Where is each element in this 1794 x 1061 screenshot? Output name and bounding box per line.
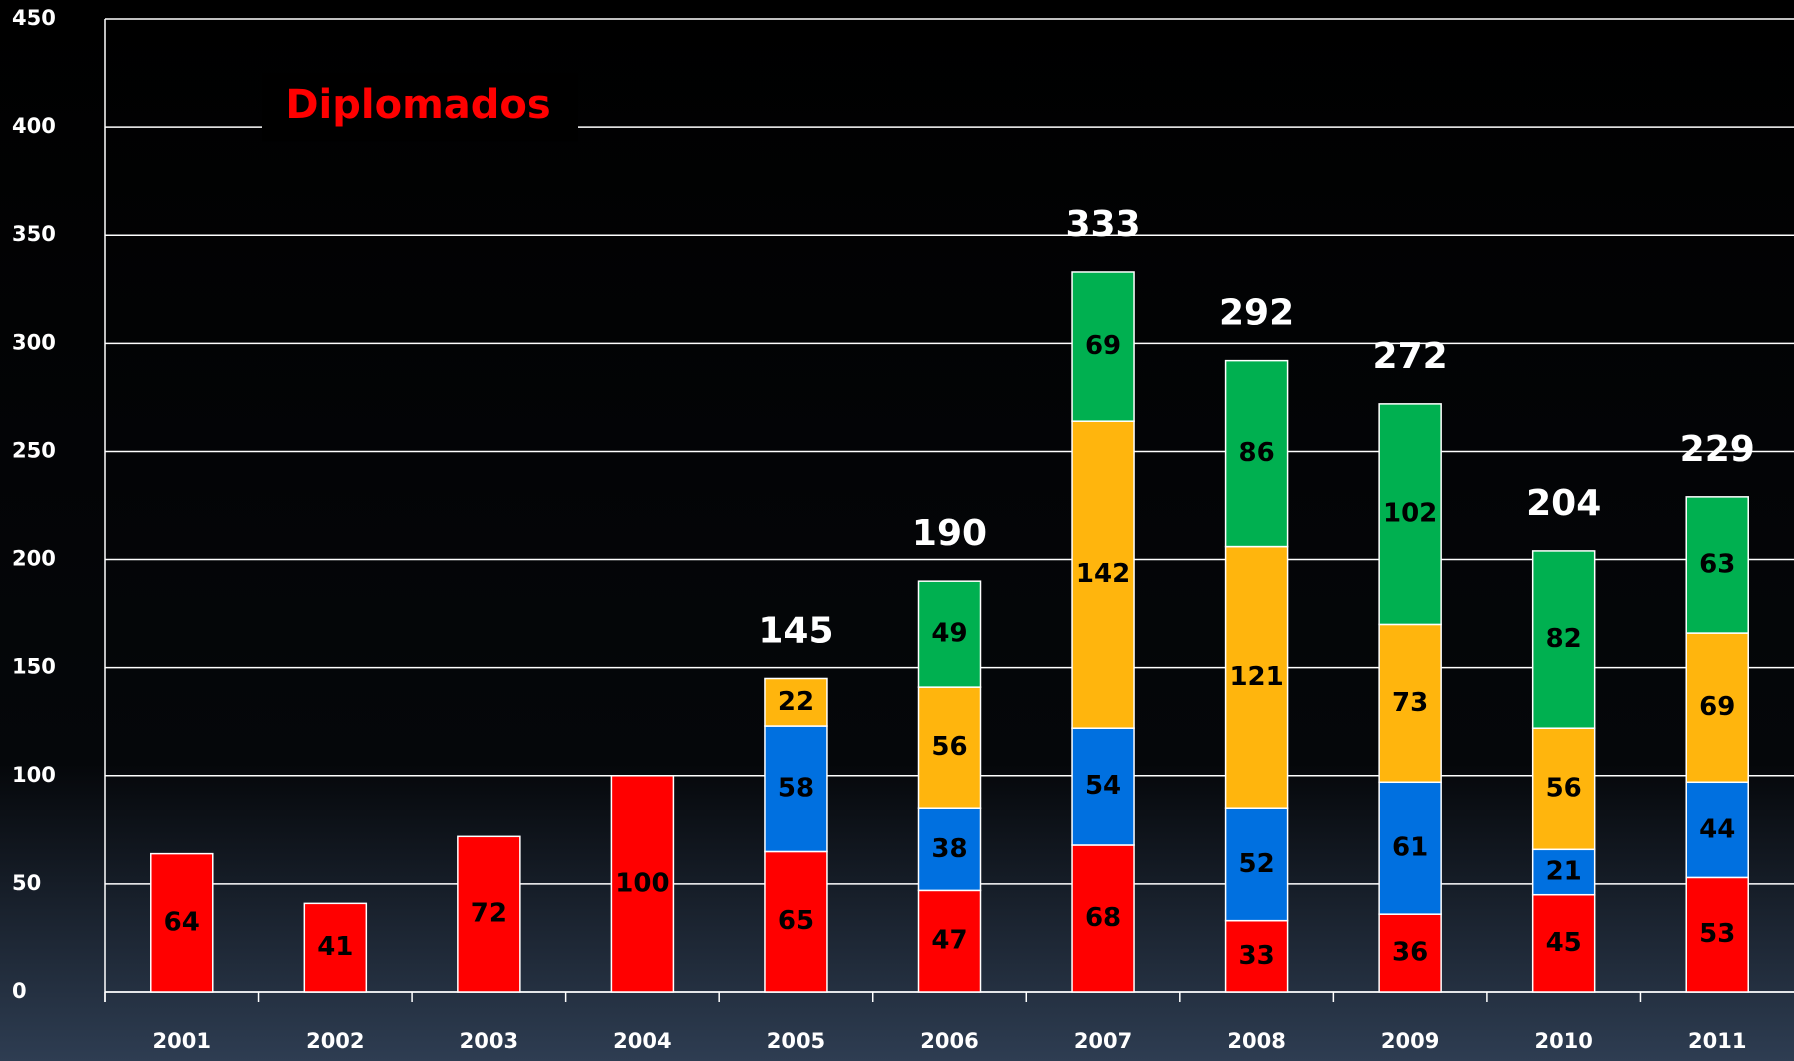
bar-segment [150,852,214,993]
total-label: 229 [1680,429,1755,470]
bar-segment [1224,807,1289,922]
y-tick-label: 300 [12,330,56,354]
data-label: 86 [1238,438,1274,468]
x-tick-label: 2009 [1381,1029,1439,1053]
data-label: 64 [164,907,200,937]
total-label: 190 [912,513,987,554]
data-label: 53 [1699,919,1735,949]
data-label: 33 [1238,941,1274,971]
bar-segment [303,902,368,993]
bar-segment [917,580,982,688]
data-label: 69 [1699,692,1735,722]
bar-segment [1071,727,1135,846]
bar-segment [610,775,675,993]
data-label: 52 [1238,849,1274,879]
y-tick-label: 450 [12,6,56,30]
x-tick-label: 2010 [1534,1029,1592,1053]
data-label: 102 [1383,499,1437,529]
bar-segment [1685,632,1749,784]
bar-segment [1378,913,1442,993]
data-label: 68 [1085,903,1121,933]
data-label: 73 [1392,688,1428,718]
data-label: 56 [1546,773,1582,803]
data-label: 36 [1392,938,1428,968]
bar-segment [1685,781,1749,879]
total-label: 272 [1373,336,1448,377]
bar-segment [1071,271,1135,422]
bar-segment [457,835,521,993]
x-tick-label: 2005 [767,1029,825,1053]
bar-segment [1531,893,1596,993]
x-tick-label: 2001 [153,1029,211,1053]
data-label: 58 [778,773,814,803]
bar-segment [1378,623,1442,784]
bar-segment [764,725,828,853]
data-label: 142 [1076,559,1130,589]
bar-segment [1378,781,1442,915]
bar-segment [1685,876,1749,993]
x-tick-label: 2003 [460,1029,518,1053]
x-tick-label: 2007 [1074,1029,1132,1053]
data-label: 121 [1229,662,1283,692]
data-label: 63 [1699,549,1735,579]
bar-segment [917,686,982,809]
bar-segment [1531,550,1596,729]
total-label: 333 [1065,204,1140,245]
y-tick-label: 150 [12,655,56,679]
y-tick-label: 250 [12,438,56,462]
x-tick-label: 2006 [920,1029,978,1053]
data-label: 21 [1546,856,1582,886]
total-label: 204 [1526,483,1601,524]
y-tick-label: 100 [12,763,56,787]
total-label: 145 [758,610,833,651]
bar-segment [1685,496,1749,634]
data-label: 38 [931,834,967,864]
bar-segment [917,889,982,993]
x-tick-label: 2011 [1688,1029,1746,1053]
data-label: 100 [615,868,669,898]
data-label: 72 [471,899,507,929]
bar-segment [1071,844,1135,993]
y-tick-label: 50 [12,871,41,895]
data-label: 47 [931,926,967,956]
data-label: 22 [778,687,814,717]
total-label: 292 [1219,293,1294,334]
chart-title: Diplomados [285,82,550,128]
x-tick-label: 2008 [1227,1029,1285,1053]
bar-segment [1071,420,1135,729]
data-label: 41 [317,932,353,962]
y-tick-label: 0 [12,979,27,1003]
bar-segment [1378,403,1442,626]
bar-segment [764,677,828,727]
data-label: 44 [1699,814,1735,844]
data-label: 61 [1392,833,1428,863]
data-label: 69 [1085,331,1121,361]
y-tick-label: 350 [12,222,56,246]
data-label: 45 [1546,928,1582,958]
x-tick-label: 2004 [613,1029,671,1053]
bar-segment [1531,727,1596,851]
bar-segment [764,850,828,993]
y-tick-label: 200 [12,547,56,571]
y-tick-label: 400 [12,114,56,138]
data-label: 82 [1546,624,1582,654]
data-label: 54 [1085,771,1121,801]
x-tick-label: 2002 [306,1029,364,1053]
bar-segment [917,807,982,892]
data-label: 56 [931,732,967,762]
data-label: 49 [931,619,967,649]
bar-segment [1224,359,1289,548]
title-background [262,73,578,142]
data-label: 65 [778,906,814,936]
bar-segment [1531,848,1596,896]
